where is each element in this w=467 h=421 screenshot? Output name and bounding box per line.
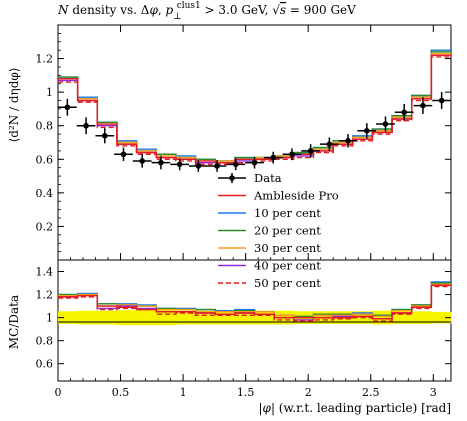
- main-mc-series: [58, 49, 451, 166]
- x-axis-label-phi: φ: [263, 401, 272, 415]
- data-point: [382, 121, 389, 127]
- data-point: [363, 127, 370, 134]
- data-point: [139, 158, 146, 164]
- legend-label-ambleside-pro: Ambleside Pro: [253, 189, 339, 203]
- title-p-sup: clus1: [177, 1, 201, 11]
- data-point: [195, 163, 202, 169]
- title-p-sub: ⊥: [173, 12, 181, 22]
- ratio-band-segment: [116, 310, 138, 326]
- data-point: [420, 102, 426, 109]
- main-y-ticks: 0.2 0.4 0.6 0.8 1 1.2: [36, 32, 451, 253]
- legend: Data Ambleside Pro 10 per cent 20 per cent 3…: [218, 171, 339, 290]
- title-phi: φ: [149, 3, 158, 17]
- data-point: [214, 163, 220, 169]
- title-text4: = 900 GeV: [286, 3, 356, 17]
- main-series-50-per-cent: [58, 56, 451, 166]
- main-y-tick-label: 0.2: [36, 220, 54, 233]
- ratio-panel: 0.6 0.8 1 1.2 1.4 0 0.5 1 1.5 2 2.5 3 MC/Data |φ| …: [7, 25, 452, 415]
- ratio-y-tick-label: 1.4: [36, 266, 54, 279]
- x-tick-label: 3: [430, 386, 437, 399]
- chart-title: N density vs. Δφ, p⊥clus1 > 3.0 GeV, √s …: [57, 1, 356, 22]
- ratio-y-tick-label: 1.2: [36, 289, 54, 302]
- main-y-tick-label: 0.6: [36, 153, 54, 166]
- data-point: [307, 148, 314, 154]
- legend-label-data: Data: [254, 171, 282, 185]
- x-tick-label: 2.5: [362, 386, 380, 399]
- ratio-band-segment: [175, 310, 197, 325]
- title-s: s: [280, 3, 286, 17]
- ratio-band-segment: [195, 310, 216, 325]
- data-point: [326, 141, 333, 147]
- legend-label-20-per-cent: 20 per cent: [254, 224, 321, 238]
- ratio-y-tick-label: 0.8: [36, 335, 54, 348]
- legend-label-10-per-cent: 10 per cent: [254, 206, 321, 220]
- data-point: [401, 109, 408, 116]
- data-point: [232, 161, 239, 168]
- data-point: [158, 159, 164, 166]
- x-tick-label: 1: [180, 386, 187, 399]
- title-n: N: [57, 3, 69, 17]
- x-axis-label-right: | (w.r.t. leading particle) [rad]: [271, 401, 451, 415]
- data-point: [176, 161, 183, 168]
- ratio-band-segment: [97, 310, 118, 325]
- data-point: [289, 151, 295, 158]
- title-text2: ,: [158, 3, 166, 17]
- ratio-series-ambleside-pro: [58, 284, 451, 320]
- title-text3: > 3.0 GeV,: [201, 3, 272, 17]
- main-y-tick-label: 0.4: [36, 187, 54, 200]
- x-ticks: 0 0.5 1 1.5 2 2.5 3: [55, 25, 447, 399]
- ratio-y-axis-label: MC/Data: [7, 295, 21, 349]
- data-point: [101, 132, 108, 139]
- x-tick-label: 2: [305, 386, 312, 399]
- data-point: [438, 97, 445, 104]
- legend-label-40-per-cent: 40 per cent: [254, 259, 321, 273]
- data-point: [270, 154, 277, 161]
- x-tick-label: 0.5: [112, 386, 130, 399]
- data-point: [345, 138, 351, 144]
- ratio-band-segment: [431, 311, 452, 324]
- x-axis-label: |φ| (w.r.t. leading particle) [rad]: [259, 401, 452, 415]
- data-point: [251, 159, 258, 166]
- main-y-tick-label: 1.2: [36, 53, 54, 66]
- main-y-axis-label: ⟨d²N / dηdφ⟩: [7, 68, 21, 143]
- ratio-y-tick-label: 0.6: [36, 358, 54, 371]
- title-text1: density vs. Δ: [69, 3, 150, 17]
- ratio-band-segment: [77, 310, 98, 325]
- ratio-y-tick-label: 1: [46, 312, 53, 325]
- legend-label-30-per-cent: 30 per cent: [254, 241, 321, 255]
- x-tick-label: 1.5: [237, 386, 255, 399]
- x-tick-label: 0: [55, 386, 62, 399]
- data-point: [64, 104, 71, 111]
- title-sqrt: √: [272, 3, 280, 17]
- ratio-band-segment: [411, 311, 432, 324]
- title-p: p: [166, 3, 174, 17]
- ratio-y-ticks: 0.6 0.8 1 1.2 1.4: [36, 266, 451, 371]
- main-data-points: [58, 92, 451, 172]
- ratio-band-segment: [234, 310, 255, 325]
- main-panel: 0.2 0.4 0.6 0.8 1 1.2 ⟨d²N / dηdφ⟩ Data Ambles…: [7, 24, 452, 290]
- legend-label-50-per-cent: 50 per cent: [254, 276, 321, 290]
- main-y-tick-label: 0.8: [36, 120, 54, 133]
- ratio-band-segment: [136, 310, 157, 326]
- main-y-tick-label: 1: [46, 86, 53, 99]
- ratio-mc-series: [58, 281, 451, 322]
- data-point: [83, 122, 89, 129]
- data-point: [120, 151, 127, 158]
- x-axis-label-left: |: [259, 401, 263, 415]
- ratio-band-segment: [58, 311, 79, 324]
- legend-data-marker: [229, 175, 235, 181]
